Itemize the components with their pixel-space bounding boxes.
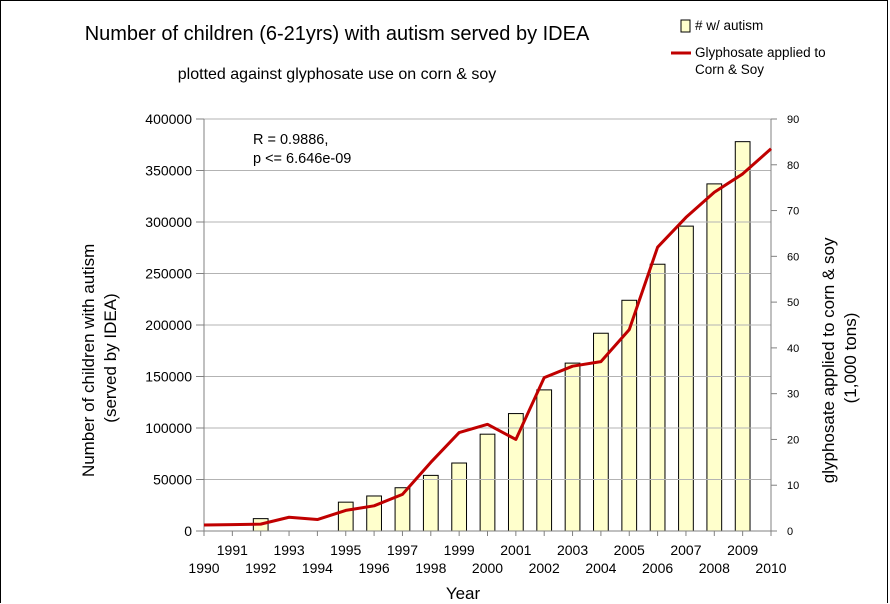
y2-tick-label: 90 <box>787 114 799 126</box>
bar <box>479 433 496 532</box>
legend-label-line: Glyphosate applied to Corn & Soy <box>695 45 829 77</box>
chart-title: Number of children (6-21yrs) with autism… <box>85 23 590 45</box>
axes-layer: 0 50000 100000 150000 200000 250000 300000 3500… <box>145 111 799 576</box>
y2-tick-label: 20 <box>787 434 799 446</box>
y-tick-label: 300000 <box>145 214 192 230</box>
x-tick-label: 1998 <box>415 560 446 576</box>
bar <box>706 183 723 532</box>
y2-tick-label: 60 <box>787 251 799 263</box>
x-tick-label: 2008 <box>699 560 730 576</box>
x-tick-label: 2004 <box>585 560 616 576</box>
y2-axis-label-line-1: glyphosate applied to corn & soy <box>819 237 838 483</box>
y2-axis-label-line-2: (1,000 tons) <box>841 313 860 404</box>
x-tick-label: 1993 <box>273 542 304 558</box>
y-tick-label: 100000 <box>145 420 192 436</box>
y-tick-label: 50000 <box>153 472 192 488</box>
bar <box>649 263 666 532</box>
bar <box>337 501 354 532</box>
y-tick-label: 0 <box>184 523 192 539</box>
legend: # w/ autism Glyphosate applied to Corn &… <box>671 18 829 77</box>
stats-annotation: R = 0.9886, p <= 6.646e-09 <box>253 132 351 167</box>
x-tick-label: 2009 <box>727 542 758 558</box>
legend-swatch-bars <box>680 19 691 33</box>
bars-layer <box>252 141 751 532</box>
y-tick-label: 200000 <box>145 317 192 333</box>
bar <box>536 389 553 532</box>
y2-axis-label: glyphosate applied to corn & soy (1,000 … <box>819 233 860 483</box>
y-axis-label-line-2: (served by IDEA) <box>101 293 120 422</box>
y2-tick-label: 50 <box>787 297 799 309</box>
y2-tick-label: 30 <box>787 389 799 401</box>
line-layer <box>203 147 772 527</box>
y2-tick-label: 10 <box>787 480 799 492</box>
x-tick-label: 1991 <box>217 542 248 558</box>
x-tick-label: 1994 <box>302 560 333 576</box>
y-axis-label-line-1: Number of children with autism <box>79 244 98 477</box>
x-tick-label: 1999 <box>444 542 475 558</box>
legend-label-line-1: Glyphosate applied to <box>695 45 826 60</box>
annotation-line-2: p <= 6.646e-09 <box>253 151 351 167</box>
y2-tick-label: 80 <box>787 160 799 172</box>
legend-label-line-2: Corn & Soy <box>695 62 764 77</box>
legend-label-bars: # w/ autism <box>695 18 763 33</box>
x-tick-label: 2001 <box>500 542 531 558</box>
bar <box>678 225 694 532</box>
y-tick-label: 150000 <box>145 369 192 385</box>
x-axis-label: Year <box>446 584 481 603</box>
x-tick-label: 2000 <box>472 560 503 576</box>
bar <box>734 141 751 532</box>
x-tick-label: 2006 <box>642 560 673 576</box>
x-tick-label: 1992 <box>245 560 276 576</box>
chart-subtitle: plotted against glyphosate use on corn &… <box>178 66 496 83</box>
y2-tick-label: 0 <box>787 526 793 538</box>
x-tick-label: 1996 <box>359 560 390 576</box>
y2-tick-label: 70 <box>787 206 799 218</box>
y-axis-label: Number of children with autism (served b… <box>79 239 120 477</box>
x-tick-label: 2007 <box>670 542 701 558</box>
x-tick-label: 1995 <box>330 542 361 558</box>
x-tick-label: 1990 <box>188 560 219 576</box>
bar <box>451 462 468 532</box>
bar <box>366 495 382 532</box>
y2-tick-label: 40 <box>787 343 799 355</box>
y-tick-label: 400000 <box>145 111 192 127</box>
bar <box>564 362 581 532</box>
x-tick-label: 2010 <box>755 560 786 576</box>
annotation-line-1: R = 0.9886, <box>253 132 328 148</box>
bar <box>422 474 439 532</box>
x-tick-label: 2003 <box>557 542 588 558</box>
y-tick-label: 250000 <box>145 266 192 282</box>
x-tick-label: 2005 <box>614 542 645 558</box>
x-tick-label: 1997 <box>387 542 418 558</box>
x-tick-label: 2002 <box>529 560 560 576</box>
glyphosate-line <box>203 147 772 527</box>
y-tick-label: 350000 <box>145 163 192 179</box>
